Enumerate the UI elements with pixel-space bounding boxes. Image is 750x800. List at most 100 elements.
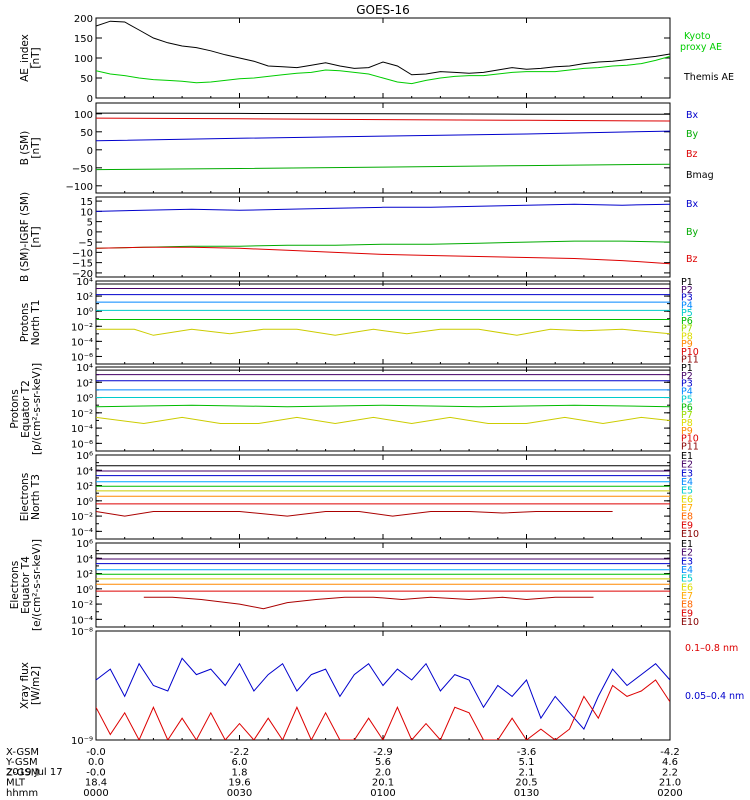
series-line-bmag xyxy=(96,112,670,115)
y-axis-label: [nT] xyxy=(30,137,42,158)
ephemeris-value: 5.1 xyxy=(519,757,535,768)
y-axis-label: B (SM)-IGRF (SM) xyxy=(19,192,31,282)
legend-entry: E10 xyxy=(681,617,699,628)
ephemeris-value: 0000 xyxy=(83,788,108,799)
panel-pt2: 10⁴ 10² 10⁰ 10⁻² 10⁻⁴ 10⁻⁶ Protons Equator T2 [p… xyxy=(9,363,699,455)
y-tick-label: 10⁻⁸ xyxy=(71,627,93,638)
y-tick-label: 10⁴ xyxy=(76,363,93,374)
y-tick-label: 10⁰ xyxy=(76,394,93,405)
ephemeris-value: -2.2 xyxy=(230,747,250,758)
y-tick-label: 10⁰ xyxy=(76,585,93,596)
legend-entry: Bz xyxy=(686,149,698,160)
y-tick-label: 10⁴ xyxy=(76,466,93,477)
legend-entry: Bz xyxy=(686,254,698,265)
y-axis-label: [e/(cm²-s-sr-keV)] xyxy=(31,539,43,631)
legend-entry: 0.1–0.8 nm xyxy=(685,643,738,654)
ephemeris-value: 0200 xyxy=(657,788,682,799)
series-line-by xyxy=(96,163,670,171)
y-tick-label: 100 xyxy=(74,110,93,121)
ephemeris-row-label: MLT xyxy=(6,778,26,789)
y-axis-label: [p/(cm²-s-sr-keV)] xyxy=(31,363,43,455)
legend-entry: P2 xyxy=(681,371,693,382)
y-axis-label: AE_index xyxy=(19,34,31,82)
legend-entry: E1 xyxy=(681,451,693,462)
legend-entry: E9 xyxy=(681,608,693,619)
y-tick-label: −10 xyxy=(72,248,93,259)
ephemeris-row-label: Z-GSM xyxy=(6,767,39,778)
y-tick-label: 5 xyxy=(87,218,93,229)
y-tick-label: 10⁴ xyxy=(76,277,93,288)
series-group xyxy=(96,20,670,85)
legend-entry: E4 xyxy=(681,565,693,576)
y-tick-label: 50 xyxy=(80,128,93,139)
panel-pt1: 10⁴ 10² 10⁰ 10⁻² 10⁻⁴ 10⁻⁶ Protons North T1 P1P2… xyxy=(19,277,699,366)
legend-entry: Kyoto xyxy=(684,31,711,42)
y-tick-label: 10⁻⁹ xyxy=(71,736,93,747)
y-axis-label: [W/m2] xyxy=(30,666,42,705)
y-tick-label: 10⁻² xyxy=(71,322,93,333)
legend-entry: E2 xyxy=(681,460,693,471)
ephemeris-value: 20.1 xyxy=(372,778,394,789)
y-tick-label: −20 xyxy=(72,269,93,280)
ephemeris-value: -4.2 xyxy=(660,747,680,758)
ephemeris-value: 5.6 xyxy=(375,757,391,768)
y-tick-label: 10² xyxy=(76,482,93,493)
panel-xray: 10⁻⁸ 10⁻⁹ Xray flux [W/m2] 0.1–0.8 nm 0.05–0.… xyxy=(19,627,744,747)
legend-entry: P9 xyxy=(681,339,693,350)
legend-entry: Bmag xyxy=(686,170,714,181)
ephemeris-value: -3.6 xyxy=(517,747,537,758)
y-tick-label: 10⁻⁴ xyxy=(71,424,93,435)
ephemeris-value: 1.8 xyxy=(232,767,248,778)
legend-entry: P6 xyxy=(681,402,693,413)
legend-entry: E8 xyxy=(681,512,693,523)
y-axis-label: [nT] xyxy=(30,47,42,68)
y-tick-label: 0 xyxy=(87,228,93,239)
series-group xyxy=(96,657,670,740)
legend-entry: P11 xyxy=(681,355,699,366)
y-tick-label: 10⁻⁴ xyxy=(71,337,93,348)
series-group xyxy=(96,465,670,517)
legend-entry: Bx xyxy=(686,199,699,210)
legend-entry: E8 xyxy=(681,600,693,611)
legend-entry: E3 xyxy=(681,556,693,567)
ephemeris-value: 21.0 xyxy=(659,778,681,789)
y-axis-label: Xray flux xyxy=(19,662,31,709)
y-tick-label: −50 xyxy=(72,164,93,175)
y-tick-label: 10² xyxy=(76,570,93,581)
y-tick-label: 100 xyxy=(74,54,93,65)
series-group xyxy=(96,203,670,265)
series-group xyxy=(96,112,670,171)
legend-entry: E4 xyxy=(681,477,693,488)
ephemeris-row-label: Y-GSM xyxy=(5,757,38,768)
y-axis-label: Electrons xyxy=(9,561,21,610)
legend-entry: E5 xyxy=(681,574,693,585)
ephemeris-value: 19.6 xyxy=(228,778,250,789)
legend-entry: P2 xyxy=(681,285,693,296)
y-tick-label: −15 xyxy=(72,259,93,270)
y-tick-label: 10⁴ xyxy=(76,554,93,565)
ephemeris-value: 0100 xyxy=(370,788,395,799)
legend-entry: P1 xyxy=(681,363,693,374)
y-tick-label: 0 xyxy=(87,94,93,105)
panel-frame xyxy=(95,454,671,540)
ephemeris-value: -0.0 xyxy=(86,747,106,758)
ephemeris-value: 6.0 xyxy=(232,757,248,768)
legend-entry: E9 xyxy=(681,520,693,531)
y-tick-label: 10² xyxy=(76,292,93,303)
legend-entry: E2 xyxy=(681,548,693,559)
y-tick-label: 10⁻⁶ xyxy=(71,439,93,450)
legend-entry: E3 xyxy=(681,468,693,479)
y-tick-label: 0 xyxy=(87,146,93,157)
panel-frame xyxy=(95,280,671,365)
legend-entry: P4 xyxy=(681,387,693,398)
y-tick-label: 10⁻² xyxy=(71,600,93,611)
y-tick-label: 10⁶ xyxy=(76,451,93,462)
panel-frame xyxy=(95,542,671,628)
panel-frame xyxy=(95,17,671,99)
ephemeris-value: 20.5 xyxy=(515,778,537,789)
ephemeris-value: 2.2 xyxy=(662,767,678,778)
